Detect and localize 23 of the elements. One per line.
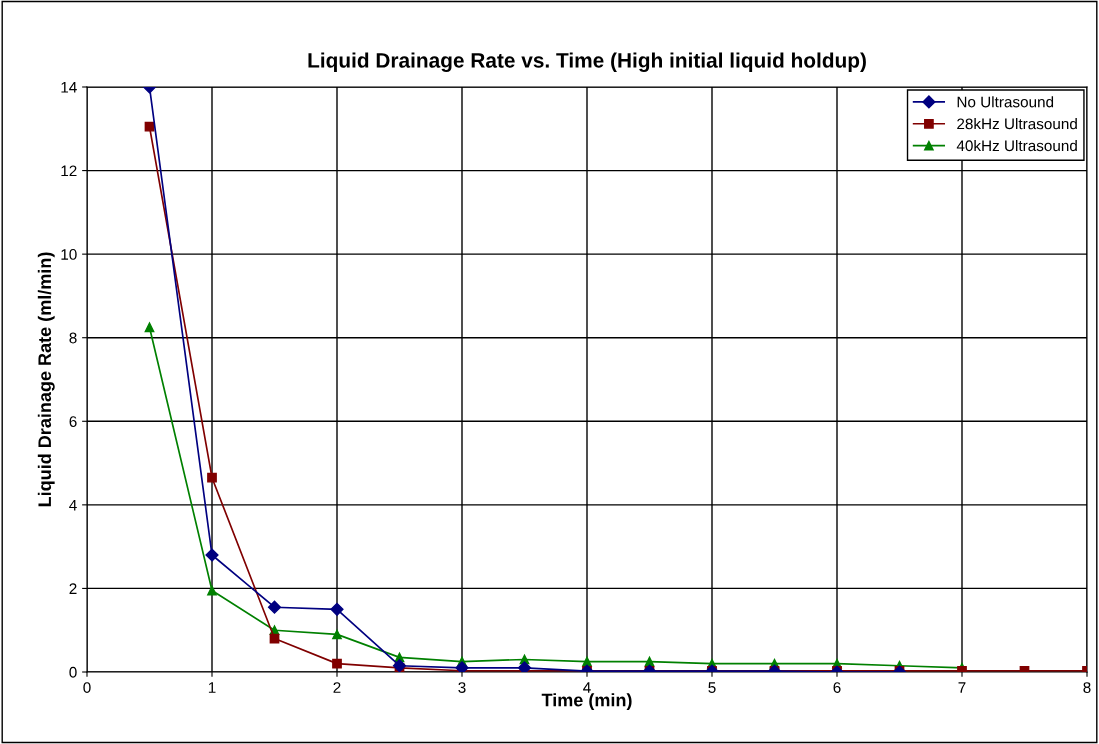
y-tick-label: 4: [69, 499, 77, 511]
y-tick-label: 2: [69, 583, 77, 594]
y-axis-title: Liquid Drainage Rate (ml/min): [37, 252, 55, 507]
chart-title: Liquid Drainage Rate vs. Time (High initial liquid holdup): [308, 52, 866, 72]
x-tick-label: 2: [333, 682, 341, 693]
x-tick-label: 3: [458, 682, 466, 693]
x-tick-label: 4: [583, 682, 591, 693]
y-tick-label: 8: [69, 332, 77, 344]
x-tick-label: 0: [83, 682, 91, 693]
x-tick-label: 1: [208, 682, 216, 693]
y-tick-label: 0: [69, 666, 77, 678]
legend-label: 40kHz Ultrasound: [956, 139, 1077, 152]
y-tick-label: 12: [61, 165, 77, 177]
x-tick-label: 6: [833, 682, 841, 693]
y-tick-label: 14: [61, 82, 77, 93]
legend-label: 28kHz Ultrasound: [957, 118, 1077, 130]
x-tick-label: 7: [958, 682, 966, 693]
y-tick-label: 6: [69, 416, 77, 427]
x-tick-label: 8: [1083, 682, 1091, 693]
x-tick-label: 5: [708, 682, 716, 693]
x-axis-title: Time (min): [541, 693, 632, 711]
y-tick-label: 10: [61, 249, 77, 260]
legend-label: No Ultrasound: [957, 96, 1054, 108]
